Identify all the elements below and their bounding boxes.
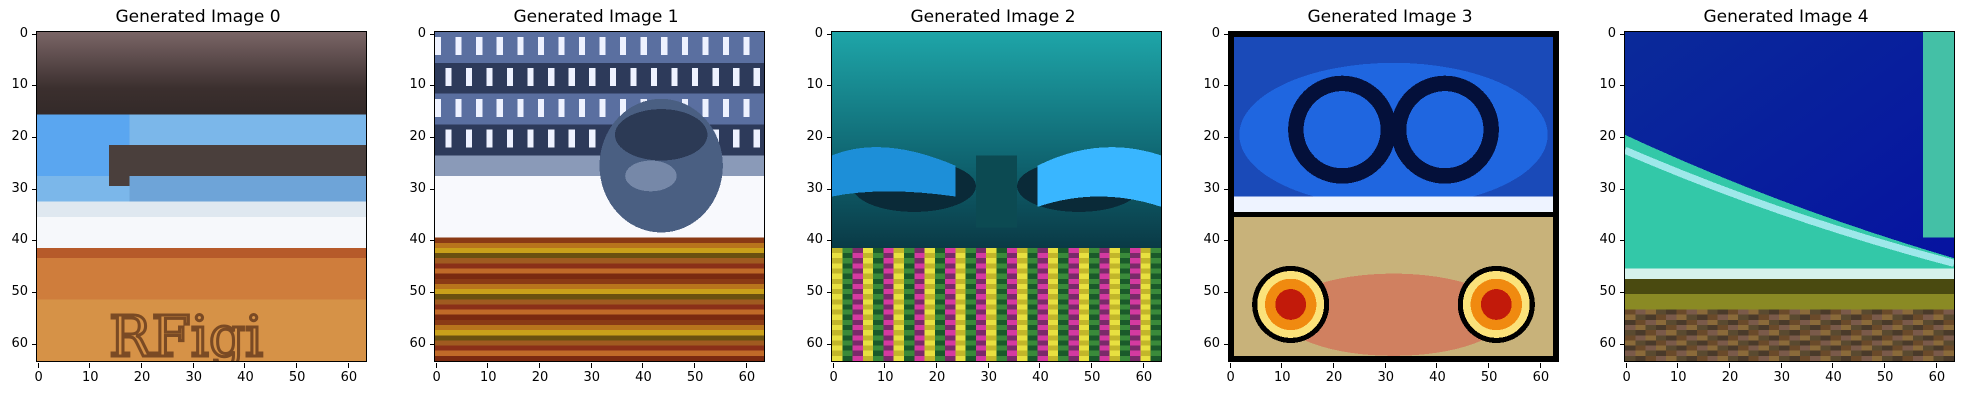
y-tick-label: 20 — [4, 129, 28, 144]
x-tick-label: 40 — [1025, 370, 1055, 385]
x-tick-label: 60 — [1129, 370, 1159, 385]
y-tick-label: 10 — [799, 77, 823, 92]
y-tick-label: 60 — [402, 336, 426, 351]
x-tick-label: 10 — [870, 370, 900, 385]
y-tick-label: 40 — [4, 232, 28, 247]
y-tick-label: 20 — [402, 129, 426, 144]
panel-title: Generated Image 0 — [0, 7, 396, 27]
x-tick-label: 0 — [422, 370, 452, 385]
y-tick-label: 60 — [1196, 336, 1220, 351]
y-tick-label: 20 — [1592, 129, 1616, 144]
x-tick-label: 40 — [628, 370, 658, 385]
generated-image — [1624, 31, 1955, 362]
y-tick-label: 0 — [402, 26, 426, 41]
generated-image — [1228, 31, 1559, 362]
x-tick-label: 40 — [230, 370, 260, 385]
y-tick-label: 50 — [1592, 284, 1616, 299]
x-tick-label: 10 — [75, 370, 105, 385]
x-tick-label: 0 — [1216, 370, 1246, 385]
x-tick-label: 20 — [127, 370, 157, 385]
y-tick-label: 30 — [1196, 181, 1220, 196]
x-tick-label: 0 — [24, 370, 54, 385]
y-tick-label: 20 — [799, 129, 823, 144]
generated-image — [831, 31, 1162, 362]
x-tick-label: 50 — [1077, 370, 1107, 385]
x-tick-label: 50 — [1870, 370, 1900, 385]
y-tick-label: 0 — [799, 26, 823, 41]
x-tick-label: 30 — [179, 370, 209, 385]
y-tick-label: 60 — [4, 336, 28, 351]
image-panel-3: Generated Image 3 0 10 20 30 40 50 60 0 10 20 30 40 5… — [1192, 0, 1588, 400]
y-tick-label: 0 — [1196, 26, 1220, 41]
x-tick-label: 20 — [1319, 370, 1349, 385]
y-tick-label: 30 — [402, 181, 426, 196]
x-tick-label: 40 — [1818, 370, 1848, 385]
y-tick-label: 0 — [4, 26, 28, 41]
image-panel-4: Generated Image 4 0 10 20 30 40 50 60 0 10 20 30 40 5… — [1588, 0, 1984, 400]
panel-title: Generated Image 3 — [1192, 7, 1588, 27]
y-tick-label: 10 — [1196, 77, 1220, 92]
image-panel-1: Generated Image 1 0 10 20 30 40 50 60 0 10 20 30 40 5… — [398, 0, 794, 400]
y-tick-label: 60 — [1592, 336, 1616, 351]
y-tick-label: 0 — [1592, 26, 1616, 41]
x-tick-label: 50 — [1474, 370, 1504, 385]
y-tick-label: 50 — [1196, 284, 1220, 299]
y-tick-label: 10 — [1592, 77, 1616, 92]
x-tick-label: 50 — [680, 370, 710, 385]
y-tick-label: 20 — [1196, 129, 1220, 144]
panel-title: Generated Image 2 — [795, 7, 1191, 27]
x-tick-label: 60 — [334, 370, 364, 385]
panel-title: Generated Image 1 — [398, 7, 794, 27]
y-tick-label: 40 — [1196, 232, 1220, 247]
y-tick-label: 50 — [4, 284, 28, 299]
y-tick-label: 60 — [799, 336, 823, 351]
y-tick-label: 40 — [799, 232, 823, 247]
image-panel-2: Generated Image 2 0 10 20 30 40 50 60 0 10 20 30 40 5… — [795, 0, 1191, 400]
x-tick-label: 30 — [577, 370, 607, 385]
x-tick-label: 60 — [732, 370, 762, 385]
y-tick-label: 40 — [1592, 232, 1616, 247]
x-tick-label: 10 — [473, 370, 503, 385]
horizon-band — [37, 217, 366, 248]
x-tick-label: 20 — [1715, 370, 1745, 385]
x-tick-label: 40 — [1422, 370, 1452, 385]
x-tick-label: 0 — [819, 370, 849, 385]
ground — [1625, 294, 1954, 309]
y-tick-label: 50 — [799, 284, 823, 299]
y-tick-label: 10 — [402, 77, 426, 92]
x-tick-label: 30 — [974, 370, 1004, 385]
generated-image: RFigi — [36, 31, 367, 362]
x-tick-label: 0 — [1612, 370, 1642, 385]
image-panel-0: Generated Image 0 RFigi 0 10 20 30 40 50 60 0 10 20… — [0, 0, 396, 400]
x-tick-label: 20 — [525, 370, 555, 385]
sand-writing: RFigi — [109, 305, 263, 361]
x-tick-label: 10 — [1267, 370, 1297, 385]
x-tick-label: 60 — [1922, 370, 1952, 385]
y-tick-label: 40 — [402, 232, 426, 247]
x-tick-label: 30 — [1371, 370, 1401, 385]
x-tick-label: 10 — [1663, 370, 1693, 385]
generated-image — [434, 31, 765, 362]
x-tick-label: 60 — [1526, 370, 1556, 385]
y-tick-label: 30 — [799, 181, 823, 196]
x-tick-label: 20 — [922, 370, 952, 385]
y-tick-label: 50 — [402, 284, 426, 299]
panel-title: Generated Image 4 — [1588, 7, 1984, 27]
x-tick-label: 30 — [1767, 370, 1797, 385]
y-tick-label: 30 — [1592, 181, 1616, 196]
x-tick-label: 50 — [282, 370, 312, 385]
y-tick-label: 30 — [4, 181, 28, 196]
y-tick-label: 10 — [4, 77, 28, 92]
